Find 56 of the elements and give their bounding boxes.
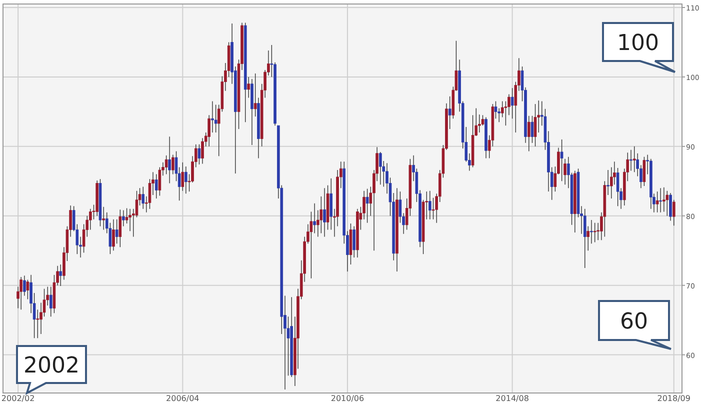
candlestick bbox=[313, 203, 316, 234]
candlestick bbox=[534, 104, 537, 147]
x-tick-label: 2006/04 bbox=[166, 394, 200, 403]
candlestick bbox=[448, 96, 452, 130]
candlestick bbox=[198, 144, 201, 165]
candlestick bbox=[630, 150, 632, 172]
candlestick bbox=[510, 88, 514, 119]
candlestick bbox=[560, 139, 564, 182]
candlestick bbox=[164, 155, 168, 175]
candlestick bbox=[666, 190, 669, 216]
candlestick bbox=[184, 166, 188, 194]
candlestick bbox=[254, 73, 257, 117]
candlestick bbox=[590, 220, 593, 244]
candlestick bbox=[428, 190, 432, 220]
candlestick bbox=[642, 156, 646, 186]
candlestick bbox=[102, 206, 106, 230]
candlestick bbox=[323, 188, 326, 238]
candlestick bbox=[530, 115, 534, 144]
candlestick bbox=[118, 209, 122, 248]
candlestick bbox=[656, 191, 659, 213]
candlestick bbox=[583, 208, 586, 268]
candlestick bbox=[168, 136, 171, 184]
candlestick bbox=[59, 264, 62, 286]
candlestick bbox=[20, 276, 22, 310]
candlestick bbox=[23, 275, 26, 296]
candlestick bbox=[158, 166, 162, 196]
candlestick bbox=[112, 218, 115, 251]
candlestick bbox=[432, 197, 435, 220]
candlestick bbox=[669, 192, 672, 222]
x-tick-label: 2014/08 bbox=[496, 394, 529, 403]
candlestick bbox=[247, 76, 250, 98]
candlestick bbox=[122, 210, 125, 227]
candlestick bbox=[527, 115, 530, 152]
candlestick bbox=[115, 218, 118, 244]
candlestick bbox=[214, 104, 218, 133]
candlestick bbox=[49, 286, 52, 317]
candlestick bbox=[142, 186, 145, 210]
candlestick bbox=[366, 188, 369, 224]
candlestick bbox=[606, 170, 610, 196]
candlestick bbox=[352, 226, 356, 258]
candlestick bbox=[211, 100, 214, 133]
candlestick bbox=[672, 200, 676, 226]
candlestick bbox=[632, 146, 636, 172]
candlestick bbox=[320, 196, 323, 234]
candlestick bbox=[494, 100, 498, 119]
x-tick-label: 2002/02 bbox=[1, 394, 35, 403]
x-tick-label: 2010/06 bbox=[330, 394, 364, 403]
x-tick-label: 2018/09 bbox=[657, 394, 690, 403]
annotation: 2002 bbox=[24, 354, 80, 378]
annotation: 60 bbox=[620, 310, 648, 334]
candlestick bbox=[593, 222, 596, 243]
candlestick bbox=[154, 174, 158, 199]
candlestick bbox=[659, 188, 662, 213]
annotation: 100 bbox=[617, 31, 659, 56]
candlestick bbox=[379, 152, 382, 185]
candlestick bbox=[662, 187, 666, 212]
